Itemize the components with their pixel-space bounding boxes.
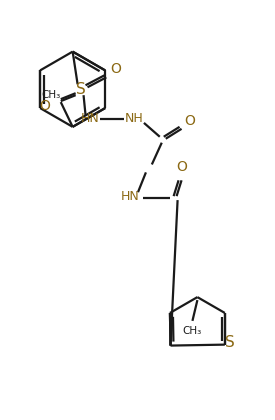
Text: O: O	[40, 99, 50, 113]
Text: CH₃: CH₃	[183, 326, 202, 336]
Text: O: O	[110, 63, 121, 76]
Text: O: O	[184, 114, 195, 128]
Text: NH: NH	[125, 113, 143, 126]
Text: HN: HN	[121, 190, 139, 202]
Text: O: O	[176, 160, 187, 174]
Text: S: S	[76, 82, 86, 97]
Text: S: S	[225, 335, 235, 350]
Text: HN: HN	[81, 113, 100, 126]
Text: CH₃: CH₃	[41, 90, 60, 100]
